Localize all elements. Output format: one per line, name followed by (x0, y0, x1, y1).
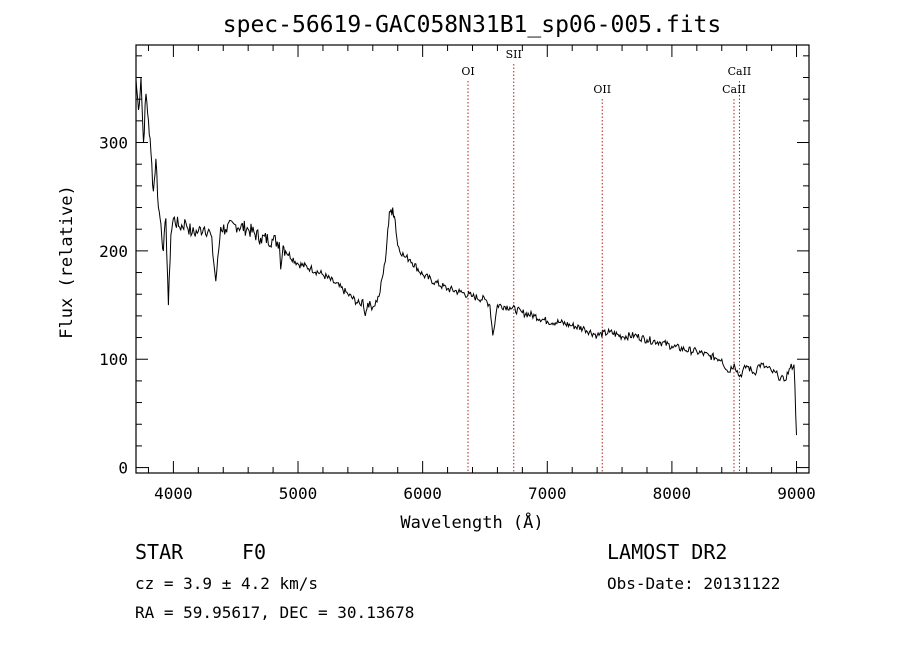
x-tick-label: 8000 (653, 484, 692, 503)
spectral-line-markers: OI SII OII CaII CaII (461, 48, 751, 473)
y-tick-label: 0 (118, 459, 128, 478)
object-class: STAR (135, 540, 184, 564)
object-subclass: F0 (242, 540, 267, 564)
x-tick-label: 5000 (279, 484, 318, 503)
spectral-line-label: SII (506, 48, 522, 61)
chart-title: spec-56619-GAC058N31B1_sp06-005.fits (223, 12, 722, 38)
plot-frame (135, 44, 810, 474)
x-tick-label: 7000 (528, 484, 567, 503)
axis-ticks: 4000 5000 6000 7000 8000 9000 0 100 200 300 (99, 45, 816, 503)
x-tick-label: 9000 (777, 484, 816, 503)
spectral-line-label: CaII (728, 65, 752, 78)
redshift-text: cz = 3.9 ± 4.2 km/s (135, 574, 319, 593)
y-tick-label: 300 (99, 134, 128, 153)
x-axis-label: Wavelength (Å) (400, 511, 543, 533)
y-tick-label: 200 (99, 242, 128, 261)
x-tick-label: 4000 (154, 484, 193, 503)
x-tick-label: 6000 (403, 484, 442, 503)
y-tick-label: 100 (99, 350, 128, 369)
coordinates-text: RA = 59.95617, DEC = 30.13678 (135, 603, 415, 622)
spectral-line-label: OI (461, 65, 474, 78)
y-axis-label: Flux (relative) (57, 185, 77, 339)
spectral-line-label: OII (593, 83, 611, 96)
spectrum-line (135, 77, 797, 436)
survey-name: LAMOST DR2 (607, 540, 728, 564)
spectral-line-label: CaII (722, 83, 746, 96)
obs-date: Obs-Date: 20131122 (607, 574, 781, 593)
